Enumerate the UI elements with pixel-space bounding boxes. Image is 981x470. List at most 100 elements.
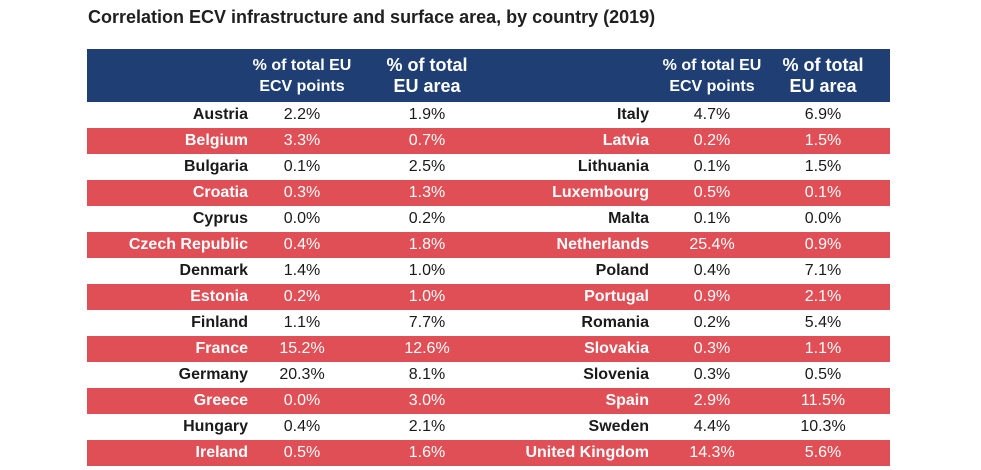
country-name: Malta xyxy=(608,210,649,227)
country-name: Germany xyxy=(178,366,248,383)
ecv-share-value: 0.2% xyxy=(693,314,731,331)
country-name: Estonia xyxy=(190,288,248,305)
header-area-right: % of total EU area xyxy=(782,54,864,96)
header-area-left: % of total EU area xyxy=(386,54,468,96)
area-share-value: 1.0% xyxy=(408,288,446,305)
ecv-share-value: 0.5% xyxy=(693,184,731,201)
country-name: Austria xyxy=(192,106,248,123)
table-row: Belgium 3.3% 0.7% Latvia 0.2% 1.5% xyxy=(87,128,890,154)
ecv-share-value: 15.2% xyxy=(279,340,325,357)
ecv-share-value: 2.2% xyxy=(283,106,321,123)
ecv-share-value: 0.1% xyxy=(283,158,321,175)
data-table: % of total EU ECV points % of total EU a… xyxy=(87,49,890,466)
table-row: France 15.2% 12.6% Slovakia 0.3% 1.1% xyxy=(87,336,890,362)
area-share-value: 1.5% xyxy=(804,158,842,175)
country-name: Italy xyxy=(616,106,649,123)
country-name: Hungary xyxy=(183,418,248,435)
ecv-share-value: 20.3% xyxy=(279,366,325,383)
area-share-value: 10.3% xyxy=(800,418,846,435)
area-share-value: 0.5% xyxy=(804,366,842,383)
country-name: Slovakia xyxy=(584,340,649,357)
ecv-share-value: 0.1% xyxy=(693,158,731,175)
area-share-value: 2.1% xyxy=(408,418,446,435)
country-name: Luxembourg xyxy=(552,184,649,201)
table-row: Greece 0.0% 3.0% Spain 2.9% 11.5% xyxy=(87,388,890,414)
area-share-value: 8.1% xyxy=(408,366,446,383)
country-name: United Kingdom xyxy=(525,444,649,461)
country-name: Spain xyxy=(605,392,649,409)
ecv-share-value: 25.4% xyxy=(689,236,735,253)
country-name: Latvia xyxy=(602,132,649,149)
area-share-value: 11.5% xyxy=(800,392,846,409)
country-name: Lithuania xyxy=(577,158,649,175)
ecv-share-value: 0.4% xyxy=(283,236,321,253)
country-name: Netherlands xyxy=(556,236,649,253)
area-share-value: 5.4% xyxy=(804,314,842,331)
table-body: Austria 2.2% 1.9% Italy 4.7% 6.9% Belgium 3.3% 0… xyxy=(87,102,890,466)
area-share-value: 7.7% xyxy=(408,314,446,331)
country-name: Ireland xyxy=(195,444,248,461)
ecv-share-value: 2.9% xyxy=(693,392,731,409)
area-share-value: 3.0% xyxy=(408,392,446,409)
ecv-share-value: 0.0% xyxy=(283,392,321,409)
table-row: Estonia 0.2% 1.0% Portugal 0.9% 2.1% xyxy=(87,284,890,310)
country-name: Sweden xyxy=(588,418,649,435)
country-name: Greece xyxy=(193,392,248,409)
country-name: Romania xyxy=(581,314,649,331)
ecv-share-value: 4.7% xyxy=(693,106,731,123)
table-row: Austria 2.2% 1.9% Italy 4.7% 6.9% xyxy=(87,102,890,128)
table-row: Cyprus 0.0% 0.2% Malta 0.1% 0.0% xyxy=(87,206,890,232)
country-name: Croatia xyxy=(192,184,248,201)
area-share-value: 6.9% xyxy=(804,106,842,123)
area-share-value: 0.0% xyxy=(804,210,842,227)
country-name: Bulgaria xyxy=(183,158,248,175)
table-header: % of total EU ECV points % of total EU a… xyxy=(87,49,890,102)
ecv-share-value: 0.2% xyxy=(283,288,321,305)
area-share-value: 0.1% xyxy=(804,184,842,201)
country-name: Belgium xyxy=(184,132,248,149)
country-name: Slovenia xyxy=(583,366,649,383)
ecv-share-value: 0.4% xyxy=(693,262,731,279)
ecv-share-value: 1.4% xyxy=(283,262,321,279)
area-share-value: 0.7% xyxy=(408,132,446,149)
area-share-value: 1.6% xyxy=(408,444,446,461)
country-name: France xyxy=(195,340,248,357)
ecv-share-value: 4.4% xyxy=(693,418,731,435)
country-name: Cyprus xyxy=(192,210,248,227)
ecv-share-value: 0.5% xyxy=(283,444,321,461)
header-ecv-left: % of total EU ECV points xyxy=(252,56,352,95)
table-row: Czech Republic 0.4% 1.8% Netherlands 25.4% 0.… xyxy=(87,232,890,258)
ecv-share-value: 0.3% xyxy=(283,184,321,201)
ecv-share-value: 0.0% xyxy=(283,210,321,227)
ecv-share-value: 0.1% xyxy=(693,210,731,227)
table-row: Hungary 0.4% 2.1% Sweden 4.4% 10.3% xyxy=(87,414,890,440)
area-share-value: 0.2% xyxy=(408,210,446,227)
country-name: Poland xyxy=(595,262,649,279)
ecv-share-value: 0.9% xyxy=(693,288,731,305)
table-row: Bulgaria 0.1% 2.5% Lithuania 0.1% 1.5% xyxy=(87,154,890,180)
ecv-share-value: 14.3% xyxy=(689,444,735,461)
chart-title: Correlation ECV infrastructure and surfa… xyxy=(88,7,656,27)
table-row: Denmark 1.4% 1.0% Poland 0.4% 7.1% xyxy=(87,258,890,284)
area-share-value: 5.6% xyxy=(804,444,842,461)
country-name: Finland xyxy=(191,314,248,331)
area-share-value: 1.0% xyxy=(408,262,446,279)
country-name: Portugal xyxy=(584,288,649,305)
table-row: Ireland 0.5% 1.6% United Kingdom 14.3% 5.6% xyxy=(87,440,890,466)
area-share-value: 7.1% xyxy=(804,262,842,279)
area-share-value: 1.3% xyxy=(408,184,446,201)
table-row: Germany 20.3% 8.1% Slovenia 0.3% 0.5% xyxy=(87,362,890,388)
ecv-share-value: 0.4% xyxy=(283,418,321,435)
ecv-share-value: 0.3% xyxy=(693,366,731,383)
area-share-value: 2.1% xyxy=(804,288,842,305)
area-share-value: 0.9% xyxy=(804,236,842,253)
area-share-value: 12.6% xyxy=(404,340,450,357)
ecv-share-value: 1.1% xyxy=(283,314,321,331)
area-share-value: 2.5% xyxy=(408,158,446,175)
area-share-value: 1.1% xyxy=(804,340,842,357)
table-row: Finland 1.1% 7.7% Romania 0.2% 5.4% xyxy=(87,310,890,336)
ecv-share-value: 0.3% xyxy=(693,340,731,357)
area-share-value: 1.8% xyxy=(408,236,446,253)
area-share-value: 1.9% xyxy=(408,106,446,123)
ecv-share-value: 3.3% xyxy=(283,132,321,149)
